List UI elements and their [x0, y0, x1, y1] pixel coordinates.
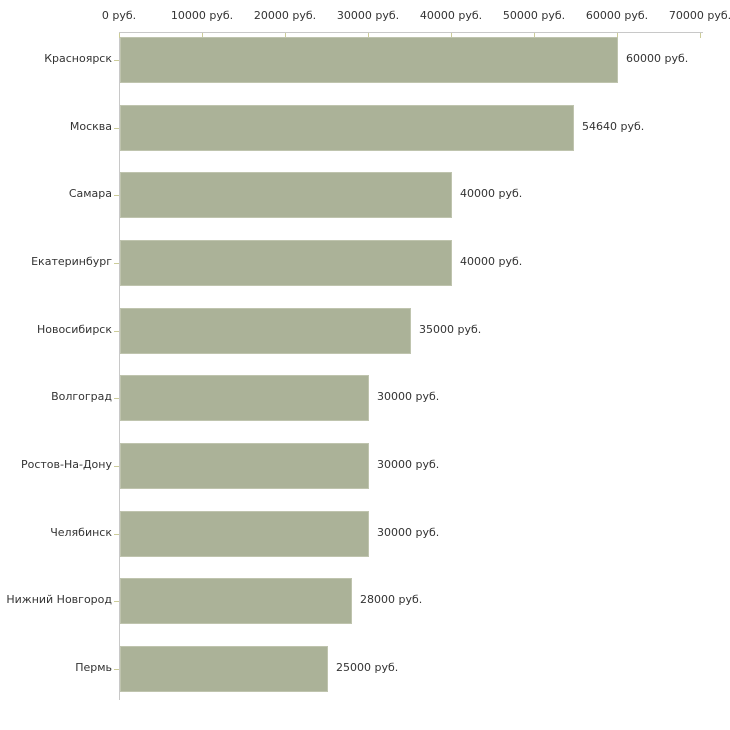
axis-tick-label: 10000 руб. — [170, 9, 234, 22]
bar — [120, 511, 369, 557]
value-label: 30000 руб. — [377, 526, 440, 539]
value-axis-line — [119, 32, 703, 33]
category-tick-mark — [114, 466, 119, 467]
category-label: Нижний Новгород — [6, 593, 112, 606]
category-axis-line — [119, 32, 120, 700]
axis-tick-label: 60000 руб. — [585, 9, 649, 22]
value-label: 60000 руб. — [626, 52, 689, 65]
bar — [120, 240, 452, 286]
category-tick-mark — [114, 534, 119, 535]
value-label: 30000 руб. — [377, 458, 440, 471]
value-label: 35000 руб. — [419, 323, 482, 336]
category-label: Екатеринбург — [31, 255, 112, 268]
axis-tick-mark — [368, 33, 369, 38]
category-tick-mark — [114, 331, 119, 332]
bar — [120, 578, 352, 624]
axis-tick-label: 20000 руб. — [253, 9, 317, 22]
axis-tick-mark — [534, 33, 535, 38]
category-tick-mark — [114, 195, 119, 196]
bar — [120, 375, 369, 421]
category-label: Новосибирск — [36, 323, 112, 336]
category-label: Волгоград — [51, 390, 112, 403]
category-tick-mark — [114, 263, 119, 264]
category-label: Самара — [68, 187, 112, 200]
category-label: Челябинск — [50, 526, 112, 539]
value-label: 28000 руб. — [360, 593, 423, 606]
category-tick-mark — [114, 601, 119, 602]
bar — [120, 308, 411, 354]
axis-tick-label: 70000 руб. — [668, 9, 730, 22]
bar — [120, 172, 452, 218]
axis-tick-label: 40000 руб. — [419, 9, 483, 22]
bar — [120, 443, 369, 489]
category-label: Пермь — [75, 661, 112, 674]
axis-tick-mark — [119, 33, 120, 38]
category-label: Москва — [69, 120, 112, 133]
category-tick-mark — [114, 60, 119, 61]
axis-tick-mark — [285, 33, 286, 38]
bar — [120, 105, 574, 151]
category-label: Ростов-На-Дону — [20, 458, 112, 471]
axis-tick-mark — [451, 33, 452, 38]
value-label: 25000 руб. — [336, 661, 399, 674]
category-label: Красноярск — [44, 52, 112, 65]
axis-tick-label: 0 руб. — [101, 9, 137, 22]
axis-tick-label: 50000 руб. — [502, 9, 566, 22]
bar — [120, 646, 328, 692]
value-label: 40000 руб. — [460, 187, 523, 200]
value-label: 54640 руб. — [582, 120, 645, 133]
axis-tick-label: 30000 руб. — [336, 9, 400, 22]
axis-tick-mark — [617, 33, 618, 38]
axis-tick-mark — [700, 33, 701, 38]
value-label: 30000 руб. — [377, 390, 440, 403]
category-tick-mark — [114, 398, 119, 399]
axis-tick-mark — [202, 33, 203, 38]
value-label: 40000 руб. — [460, 255, 523, 268]
bar — [120, 37, 618, 83]
category-tick-mark — [114, 128, 119, 129]
category-tick-mark — [114, 669, 119, 670]
